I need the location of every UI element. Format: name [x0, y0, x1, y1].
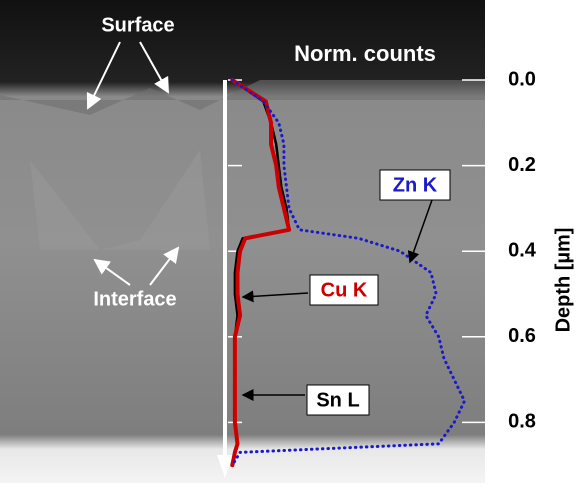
legend-label: Cu K [321, 279, 368, 301]
x-axis-label: Norm. counts [294, 41, 436, 66]
label-arrow [241, 290, 309, 303]
y-tick-label: 0.0 [508, 68, 536, 90]
annotation-arrow [86, 41, 121, 110]
series-line [230, 78, 467, 467]
annotation: Surface [101, 14, 174, 36]
axis-panel [485, 0, 579, 483]
label-arrow [407, 199, 433, 264]
legend-label: Sn L [316, 389, 359, 411]
legend-box [379, 169, 451, 201]
y-axis-label: Depth [µm] [552, 228, 574, 333]
annotation-arrow [139, 41, 169, 94]
annotation-arrow [93, 258, 131, 286]
series-line [230, 78, 292, 468]
legend-box [306, 384, 370, 416]
grain [30, 150, 210, 250]
legend-box [309, 274, 379, 306]
annotation-arrow [149, 246, 180, 286]
y-tick-label: 0.6 [508, 325, 536, 347]
surface-layer [0, 80, 485, 115]
y-tick-label: 0.4 [508, 239, 537, 261]
y-tick-label: 0.2 [508, 154, 536, 176]
depth-arrow-head [217, 455, 233, 478]
y-tick-label: 0.8 [508, 411, 536, 433]
annotation: Interface [93, 288, 176, 310]
legend-label: Zn K [393, 174, 438, 196]
